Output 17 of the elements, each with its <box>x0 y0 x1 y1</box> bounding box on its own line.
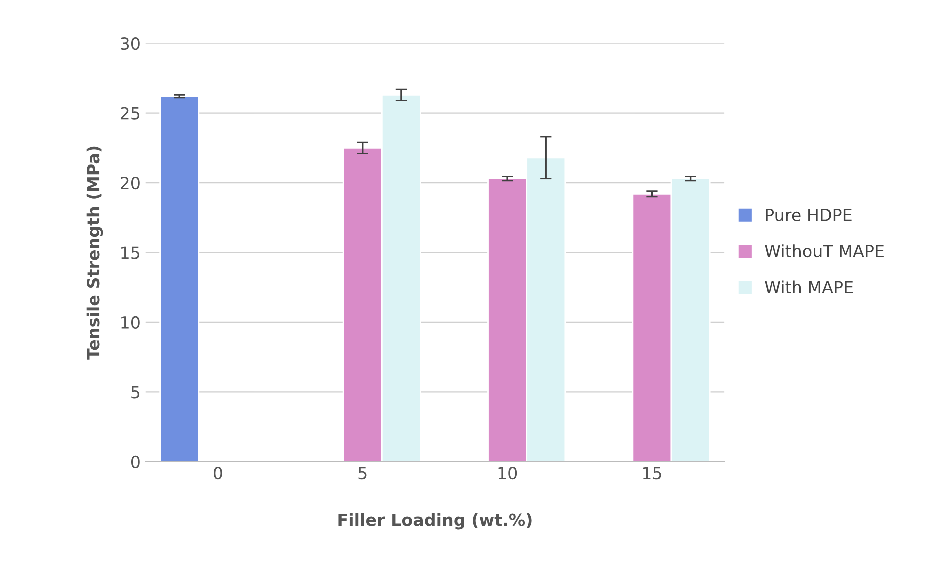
x-tick-label: 15 <box>643 467 662 480</box>
bar <box>160 96 200 462</box>
x-axis-title: Filler Loading (wt.%) <box>338 513 532 530</box>
legend-label: With MAPE <box>765 280 853 294</box>
y-tick-label: 5 <box>132 386 140 399</box>
y-axis-title: Tensile Strength (MPa) <box>86 146 104 360</box>
x-tick-label: 10 <box>498 467 518 480</box>
y-tick-label: 10 <box>122 316 140 330</box>
y-tick-label: 30 <box>121 38 140 50</box>
y-tick-label: 0 <box>131 456 140 468</box>
y-tick-label: 25 <box>121 107 140 120</box>
x-tick-label: 0 <box>214 467 222 480</box>
y-tick-label: 15 <box>122 246 140 260</box>
x-tick-label: 5 <box>358 467 367 480</box>
y-tick-label: 20 <box>121 176 140 190</box>
legend-label: Pure HDPE <box>766 209 852 222</box>
legend-label: WithouT MAPE <box>765 244 884 258</box>
